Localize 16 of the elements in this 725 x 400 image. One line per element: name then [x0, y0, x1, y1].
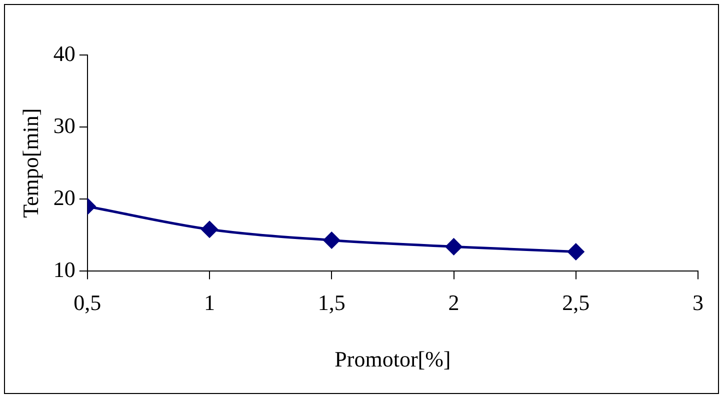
- point: [323, 232, 340, 248]
- x-tick-label: 0,5: [74, 290, 102, 316]
- y-tick-label: 10: [53, 256, 76, 282]
- x-axis-title: Promotor[%]: [334, 346, 451, 372]
- x-tick-label: 1: [204, 290, 216, 316]
- x-tick-label: 3: [692, 290, 704, 316]
- point: [201, 221, 218, 238]
- point: [446, 238, 462, 255]
- x-tick-label: 1,5: [318, 290, 346, 316]
- y-axis-title: Tempo[min]: [18, 108, 43, 218]
- y-tick-label: 30: [53, 112, 76, 138]
- x-tick-label: 2: [448, 290, 460, 316]
- y-tick-label: 40: [53, 40, 76, 66]
- point: [568, 243, 584, 260]
- y-tick-label: 20: [53, 184, 76, 210]
- x-tick-label: 2,5: [562, 290, 590, 316]
